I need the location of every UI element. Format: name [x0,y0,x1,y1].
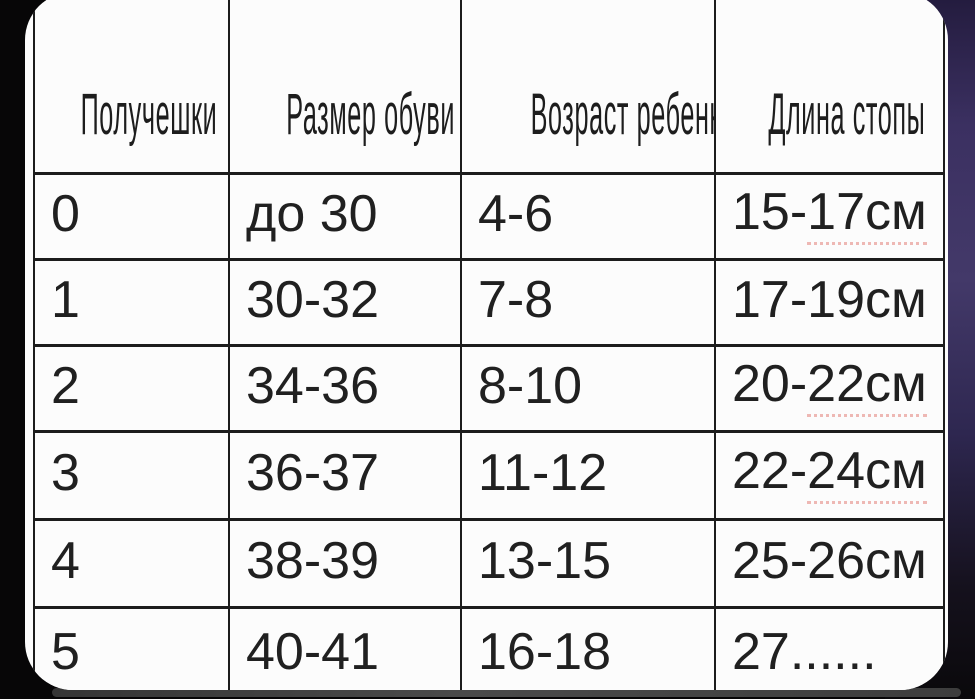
column-header-shoe-size: Размер обуви [228,0,462,175]
foot-length-underlined-text: 22см [807,357,927,417]
column-header-label: Получешки [80,80,218,147]
cell-age: 11-12 [460,430,716,521]
foot-length-text: 15- [732,183,808,242]
foot-length-text: 17-19см [732,270,927,329]
table-row: 1 30-32 7-8 17-19см [33,258,945,347]
cell-foot-length: 20-22см [714,344,945,433]
cell-shoe-size: 38-39 [228,518,462,609]
column-header-child-age: Возраст ребенка [460,0,716,175]
cell-age: 13-15 [460,518,716,609]
size-chart-panel: Получешки Размер обуви Возраст ребенка Д… [25,0,948,690]
foot-length-text: 22- [732,442,808,501]
cell-foot-length: 25-26см [714,518,945,609]
table-row: 5 40-41 16-18 27...... [33,606,945,690]
cell-shoe-size: до 30 [228,172,462,261]
column-header-label: Возраст ребенка [530,80,713,147]
background-card-edge [52,688,961,697]
cell-size: 4 [33,518,230,609]
column-header-label: Размер обуви [286,80,456,147]
cell-foot-length: 27...... [714,606,945,690]
foot-length-text: 25-26см [732,531,927,590]
foot-length-underlined-text: 17см [807,185,927,245]
table-row: 0 до 30 4-6 15-17см [33,172,945,261]
cell-size: 2 [33,344,230,433]
cell-shoe-size: 30-32 [228,258,462,347]
column-header-label: Длина стопы [768,80,926,147]
cell-size: 3 [33,430,230,521]
column-header-foot-length: Длина стопы [714,0,945,175]
cell-age: 8-10 [460,344,716,433]
cell-size: 0 [33,172,230,261]
foot-length-text: 20- [732,355,808,414]
foot-length-text: 27...... [732,622,877,681]
table-row: 2 34-36 8-10 20-22см [33,344,945,433]
cell-foot-length: 15-17см [714,172,945,261]
table-row: 4 38-39 13-15 25-26см [33,518,945,609]
cell-shoe-size: 40-41 [228,606,462,690]
cell-foot-length: 22-24см [714,430,945,521]
cell-shoe-size: 34-36 [228,344,462,433]
table-header-row: Получешки Размер обуви Возраст ребенка Д… [33,0,945,175]
cell-size: 1 [33,258,230,347]
table-row: 3 36-37 11-12 22-24см [33,430,945,521]
cell-foot-length: 17-19см [714,258,945,347]
column-header-poluchehki: Получешки [33,0,230,175]
cell-size: 5 [33,606,230,690]
cell-shoe-size: 36-37 [228,430,462,521]
foot-length-underlined-text: 24см [807,444,927,504]
cell-age: 4-6 [460,172,716,261]
cell-age: 16-18 [460,606,716,690]
size-chart-table: Получешки Размер обуви Возраст ребенка Д… [33,0,945,690]
cell-age: 7-8 [460,258,716,347]
